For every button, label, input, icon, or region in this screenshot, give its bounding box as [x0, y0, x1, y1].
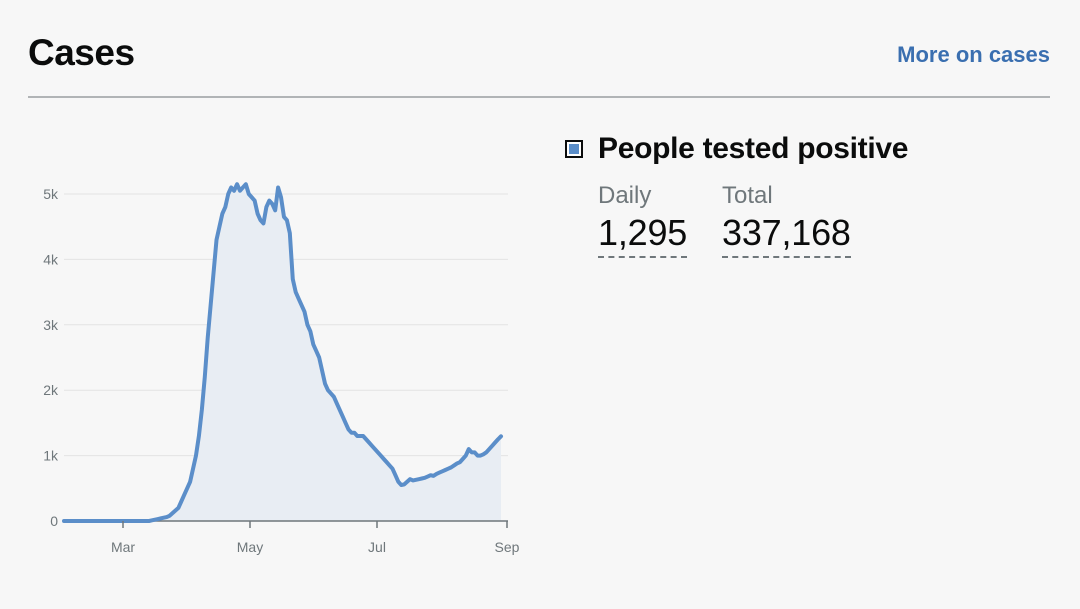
y-tick-label: 0 — [50, 513, 58, 529]
area-fill — [64, 184, 501, 521]
cases-chart: 0 1k 2k 3k 4k 5k Mar May Jul Sep — [0, 110, 560, 580]
y-tick-label: 4k — [43, 251, 59, 267]
legend-swatch — [565, 140, 583, 158]
more-on-cases-link[interactable]: More on cases — [897, 42, 1050, 67]
metric-title: People tested positive — [598, 132, 909, 165]
daily-value[interactable]: 1,295 — [598, 212, 687, 258]
total-label: Total — [722, 182, 773, 209]
total-stat: Total 337,168 — [722, 182, 851, 258]
y-tick-label: 1k — [43, 448, 59, 464]
x-tick-label: Mar — [111, 539, 135, 555]
x-tick-label: Sep — [495, 539, 520, 555]
cases-chart-svg: 0 1k 2k 3k 4k 5k Mar May Jul Sep — [43, 182, 520, 555]
series-line — [62, 182, 503, 523]
page-title: Cases — [28, 32, 135, 73]
y-tick-label: 2k — [43, 382, 59, 398]
x-tick-label: Jul — [368, 539, 386, 555]
daily-label: Daily — [598, 182, 652, 209]
daily-stat: Daily 1,295 — [598, 182, 687, 258]
y-tick-label: 5k — [43, 186, 59, 202]
x-tick-label: May — [237, 539, 263, 555]
total-value[interactable]: 337,168 — [722, 212, 851, 258]
y-tick-label: 3k — [43, 317, 59, 333]
section-header: Cases More on cases — [28, 26, 1050, 98]
